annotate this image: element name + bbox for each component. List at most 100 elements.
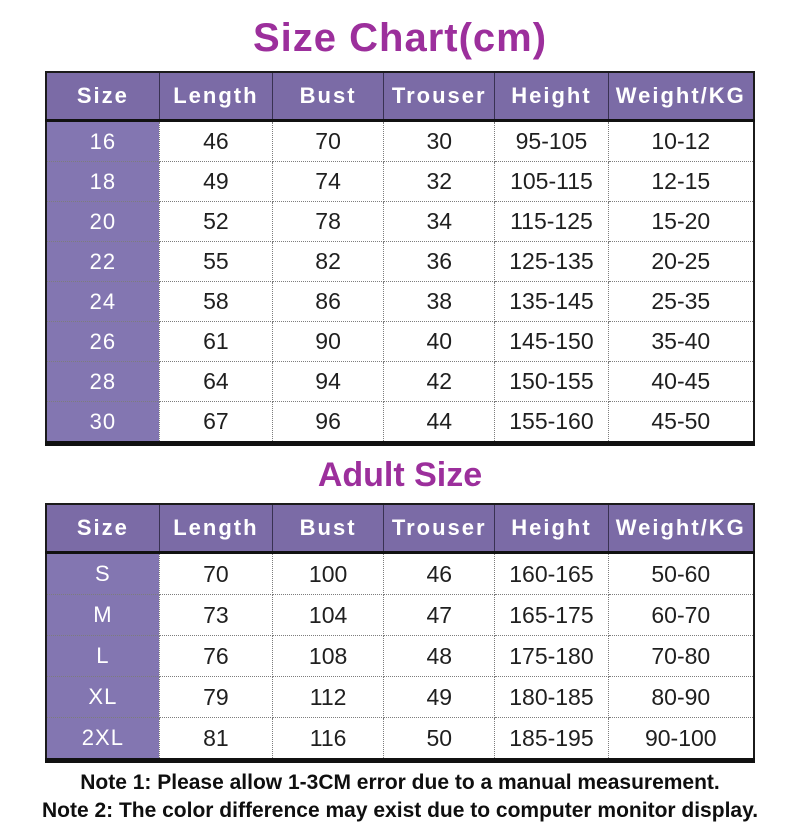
size-label-cell: 2XL bbox=[46, 717, 160, 761]
adult-header-row: Size Length Bust Trouser Height Weight/K… bbox=[46, 504, 754, 554]
column-header-bust: Bust bbox=[272, 504, 384, 554]
adult-size-table: Size Length Bust Trouser Height Weight/K… bbox=[45, 503, 755, 763]
table-cell: 60-70 bbox=[607, 594, 754, 636]
table-row: 22 55 82 36 125-135 20-25 bbox=[46, 241, 754, 282]
kids-size-table: Size Length Bust Trouser Height Weight/K… bbox=[45, 71, 755, 446]
notes-section: Note 1: Please allow 1-3CM error due to … bbox=[0, 771, 800, 823]
table-cell: 52 bbox=[158, 201, 274, 242]
size-label-cell: 30 bbox=[46, 401, 160, 444]
column-header-size: Size bbox=[46, 504, 160, 554]
table-row: XL 79 112 49 180-185 80-90 bbox=[46, 676, 754, 718]
table-cell: 73 bbox=[158, 594, 274, 636]
column-header-length: Length bbox=[158, 504, 273, 554]
size-label-cell: 24 bbox=[46, 281, 160, 322]
table-cell: 81 bbox=[158, 717, 274, 761]
table-cell: 49 bbox=[383, 676, 496, 718]
table-row: 26 61 90 40 145-150 35-40 bbox=[46, 321, 754, 362]
table-cell: 94 bbox=[272, 361, 385, 402]
table-cell: 32 bbox=[383, 161, 496, 202]
table-row: 28 64 94 42 150-155 40-45 bbox=[46, 361, 754, 402]
table-cell: 50 bbox=[383, 717, 496, 761]
size-label-cell: 16 bbox=[46, 120, 160, 162]
column-header-weight: Weight/KG bbox=[607, 72, 754, 122]
column-header-height: Height bbox=[494, 504, 609, 554]
table-cell: 79 bbox=[158, 676, 274, 718]
table-cell: 96 bbox=[272, 401, 385, 444]
size-label-cell: M bbox=[46, 594, 160, 636]
table-cell: 34 bbox=[383, 201, 496, 242]
table-cell: 45-50 bbox=[607, 401, 754, 444]
table-cell: 70 bbox=[272, 120, 385, 162]
table-cell: 61 bbox=[158, 321, 274, 362]
table-row: S 70 100 46 160-165 50-60 bbox=[46, 552, 754, 595]
table-cell: 44 bbox=[383, 401, 496, 444]
table-cell: 64 bbox=[158, 361, 274, 402]
table-cell: 108 bbox=[272, 635, 385, 677]
table-cell: 25-35 bbox=[607, 281, 754, 322]
table-cell: 82 bbox=[272, 241, 385, 282]
table-row: 18 49 74 32 105-115 12-15 bbox=[46, 161, 754, 202]
column-header-trouser: Trouser bbox=[383, 72, 495, 122]
table-cell: 40 bbox=[383, 321, 496, 362]
size-label-cell: S bbox=[46, 552, 160, 595]
size-chart-sheet: Size Chart(cm) Size Length Bust Trouser … bbox=[42, 16, 758, 822]
size-label-cell: L bbox=[46, 635, 160, 677]
table-cell: 155-160 bbox=[494, 401, 609, 444]
column-header-weight: Weight/KG bbox=[607, 504, 754, 554]
table-cell: 80-90 bbox=[607, 676, 754, 718]
table-row: M 73 104 47 165-175 60-70 bbox=[46, 594, 754, 636]
size-label-cell: 20 bbox=[46, 201, 160, 242]
table-cell: 47 bbox=[383, 594, 496, 636]
table-cell: 46 bbox=[158, 120, 274, 162]
table-cell: 48 bbox=[383, 635, 496, 677]
column-header-height: Height bbox=[494, 72, 609, 122]
column-header-bust: Bust bbox=[272, 72, 384, 122]
table-cell: 15-20 bbox=[607, 201, 754, 242]
table-cell: 160-165 bbox=[494, 552, 609, 595]
table-cell: 86 bbox=[272, 281, 385, 322]
size-label-cell: 26 bbox=[46, 321, 160, 362]
size-label-cell: XL bbox=[46, 676, 160, 718]
kids-header-row: Size Length Bust Trouser Height Weight/K… bbox=[46, 72, 754, 122]
table-cell: 145-150 bbox=[494, 321, 609, 362]
table-cell: 125-135 bbox=[494, 241, 609, 282]
table-cell: 104 bbox=[272, 594, 385, 636]
table-cell: 90 bbox=[272, 321, 385, 362]
table-cell: 36 bbox=[383, 241, 496, 282]
table-row: L 76 108 48 175-180 70-80 bbox=[46, 635, 754, 677]
table-cell: 35-40 bbox=[607, 321, 754, 362]
table-cell: 165-175 bbox=[494, 594, 609, 636]
page-title: Size Chart(cm) bbox=[252, 16, 548, 60]
table-row: 2XL 81 116 50 185-195 90-100 bbox=[46, 717, 754, 761]
column-header-length: Length bbox=[158, 72, 273, 122]
table-cell: 46 bbox=[383, 552, 496, 595]
table-cell: 70-80 bbox=[607, 635, 754, 677]
table-cell: 180-185 bbox=[494, 676, 609, 718]
table-cell: 116 bbox=[272, 717, 385, 761]
table-cell: 74 bbox=[272, 161, 385, 202]
table-cell: 20-25 bbox=[607, 241, 754, 282]
table-cell: 40-45 bbox=[607, 361, 754, 402]
size-label-cell: 22 bbox=[46, 241, 160, 282]
table-row: 30 67 96 44 155-160 45-50 bbox=[46, 401, 754, 444]
table-cell: 95-105 bbox=[494, 120, 609, 162]
table-cell: 76 bbox=[158, 635, 274, 677]
table-cell: 78 bbox=[272, 201, 385, 242]
table-cell: 42 bbox=[383, 361, 496, 402]
table-cell: 90-100 bbox=[607, 717, 754, 761]
table-cell: 70 bbox=[158, 552, 274, 595]
column-header-trouser: Trouser bbox=[383, 504, 495, 554]
table-row: 20 52 78 34 115-125 15-20 bbox=[46, 201, 754, 242]
table-cell: 58 bbox=[158, 281, 274, 322]
size-label-cell: 28 bbox=[46, 361, 160, 402]
table-cell: 49 bbox=[158, 161, 274, 202]
table-cell: 12-15 bbox=[607, 161, 754, 202]
table-cell: 185-195 bbox=[494, 717, 609, 761]
adult-size-title: Adult Size bbox=[317, 456, 483, 494]
size-label-cell: 18 bbox=[46, 161, 160, 202]
note-2: Note 2: The color difference may exist d… bbox=[41, 799, 759, 822]
table-cell: 55 bbox=[158, 241, 274, 282]
column-header-size: Size bbox=[46, 72, 160, 122]
table-cell: 115-125 bbox=[494, 201, 609, 242]
table-row: 16 46 70 30 95-105 10-12 bbox=[46, 120, 754, 162]
